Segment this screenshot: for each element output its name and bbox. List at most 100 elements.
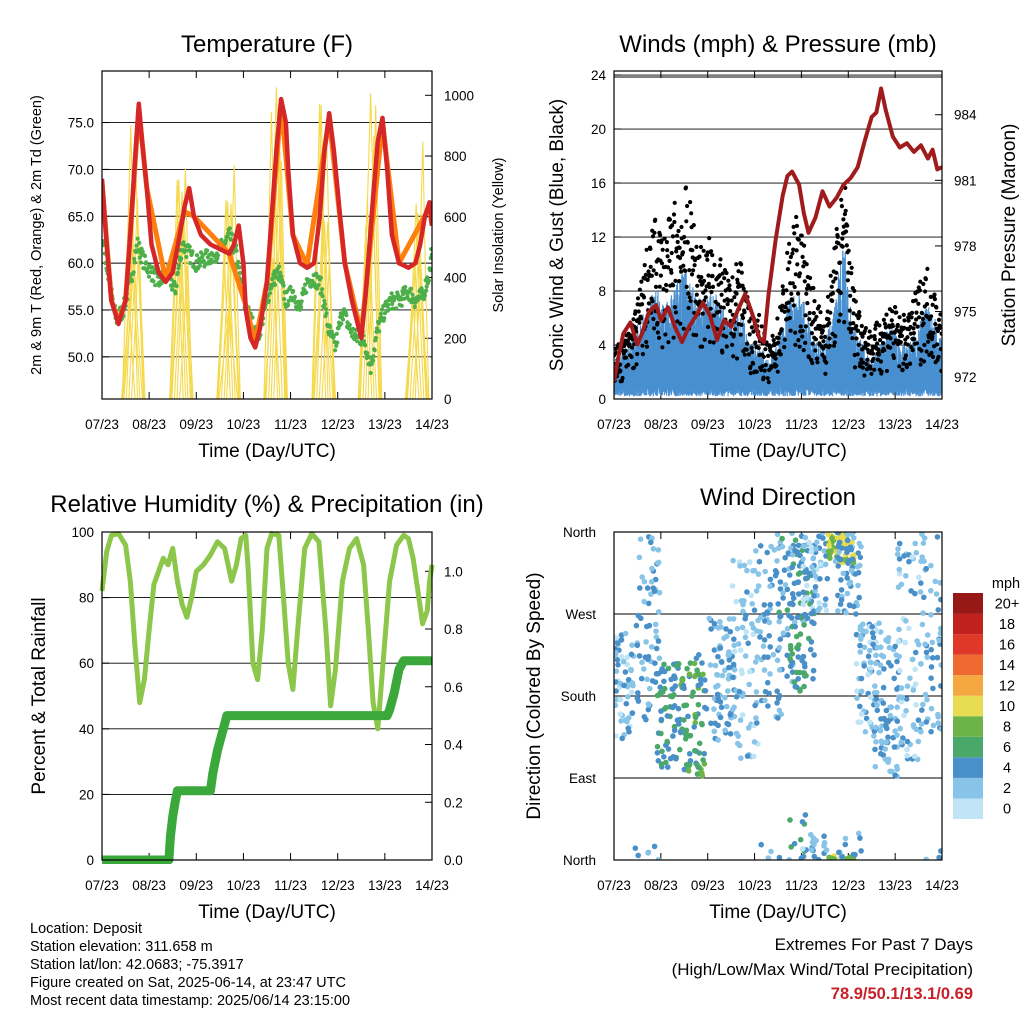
temperature-panel: Temperature (F) Time (Day/UTC) 07/23 08/23 0…: [29, 31, 507, 462]
temperature-dewpoint-point: [237, 270, 243, 276]
info-latest: Most recent data timestamp: 2025/06/14 2…: [30, 993, 351, 1009]
colorbar-label: 10: [999, 699, 1015, 715]
temperature-dewpoint-point: [184, 254, 189, 260]
winds-plot-border: [613, 70, 943, 400]
direction-point: [912, 666, 918, 673]
direction-point: [822, 596, 829, 602]
direction-point: [789, 659, 796, 666]
winds-gust-point: [823, 371, 828, 376]
winds-gust-point: [781, 288, 786, 293]
direction-point: [766, 619, 773, 626]
direction-point: [754, 720, 760, 726]
temperature-dewpoint-point: [322, 302, 327, 307]
temperature-dewpoint-point: [347, 322, 352, 327]
direction-point: [774, 532, 781, 538]
temperature-dewpoint-point: [405, 294, 410, 299]
winds-gust-point: [763, 362, 768, 368]
winds-gust-point: [648, 264, 653, 269]
winds-gust-point: [903, 353, 909, 358]
temperature-dewpoint-point: [140, 249, 145, 254]
winds-gust-point: [840, 236, 845, 241]
direction-point: [614, 635, 619, 641]
winds-gust-point: [812, 299, 817, 304]
direction-point: [771, 547, 778, 553]
direction-point: [691, 673, 698, 680]
winds-gust-point: [724, 344, 729, 349]
winds-gust-point: [672, 200, 677, 205]
direction-point: [762, 618, 768, 624]
winds-gust-point: [849, 326, 855, 332]
temperature-dewpoint-point: [340, 317, 346, 322]
direction-point: [789, 551, 796, 558]
winds-gust-point: [760, 364, 765, 369]
winds-gust-point: [665, 248, 670, 253]
winds-gust-point: [651, 316, 656, 322]
winds-gust-point: [889, 318, 894, 323]
temperature-y2tick-label: 800: [444, 149, 467, 164]
direction-point: [870, 634, 877, 641]
direction-point: [661, 754, 667, 760]
winds-gust-point: [634, 362, 639, 367]
direction-point: [788, 646, 794, 652]
winds-gust-point: [640, 343, 645, 348]
direction-point: [885, 756, 892, 763]
temperature-dewpoint-point: [381, 304, 386, 309]
direction-point: [743, 629, 750, 635]
winds-gust-point: [754, 369, 759, 374]
winds-gust-point: [789, 291, 794, 296]
direction-point: [724, 720, 730, 727]
temperature-dewpoint-point: [153, 283, 158, 288]
direction-point: [938, 848, 942, 854]
direction-point: [903, 696, 910, 702]
winds-gust-point: [654, 271, 659, 276]
winds-gust-point: [642, 263, 647, 268]
winds-ytick-label: 0: [598, 392, 606, 407]
direction-point: [827, 555, 833, 561]
winds-gust-point: [655, 320, 660, 326]
winds-gust-point: [711, 340, 716, 345]
winds-gust-point: [929, 350, 934, 355]
direction-point: [757, 543, 764, 549]
winds-gust-point: [808, 275, 813, 281]
direction-point: [686, 751, 693, 757]
temperature-insolation-line: [216, 199, 234, 399]
direction-point: [765, 855, 772, 860]
winds-gust-point: [839, 204, 845, 209]
temperature-dewpoint-point: [428, 255, 432, 261]
temperature-dewpoint-point: [323, 307, 329, 312]
direction-point: [717, 645, 724, 651]
temperature-dewpoint-point: [278, 270, 283, 275]
direction-point: [615, 662, 621, 668]
winds-gust-point: [840, 244, 845, 249]
winds-gust-point: [834, 226, 839, 232]
direction-point: [784, 626, 791, 632]
direction-point: [635, 690, 641, 696]
temperature-title: Temperature (F): [181, 31, 353, 58]
direction-point: [737, 717, 744, 723]
winds-gust-point: [831, 343, 837, 348]
direction-point: [696, 740, 703, 747]
direction-point: [786, 612, 792, 619]
winds-marks: [614, 86, 942, 397]
direction-point: [865, 671, 871, 678]
direction-point: [928, 728, 934, 735]
winds-gust-point: [765, 376, 770, 381]
direction-point: [744, 567, 750, 574]
winds-gust-point: [747, 319, 752, 324]
winds-gust-point: [920, 316, 926, 322]
direction-point: [884, 725, 890, 732]
winds-gust-point: [867, 329, 872, 334]
humidity-panel: Relative Humidity (%) & Precipitation (i…: [29, 491, 484, 923]
winds-gust-point: [677, 279, 682, 284]
winds-gust-point: [643, 272, 649, 277]
direction-point: [757, 634, 763, 640]
direction-point: [842, 841, 849, 848]
direction-point: [904, 683, 911, 689]
direction-point: [802, 663, 808, 670]
winds-xtick-label: 11/23: [785, 417, 818, 432]
direction-point: [910, 687, 917, 693]
direction-point: [892, 772, 898, 778]
direction-point: [661, 661, 667, 668]
direction-point: [873, 739, 879, 745]
direction-point: [653, 628, 659, 634]
